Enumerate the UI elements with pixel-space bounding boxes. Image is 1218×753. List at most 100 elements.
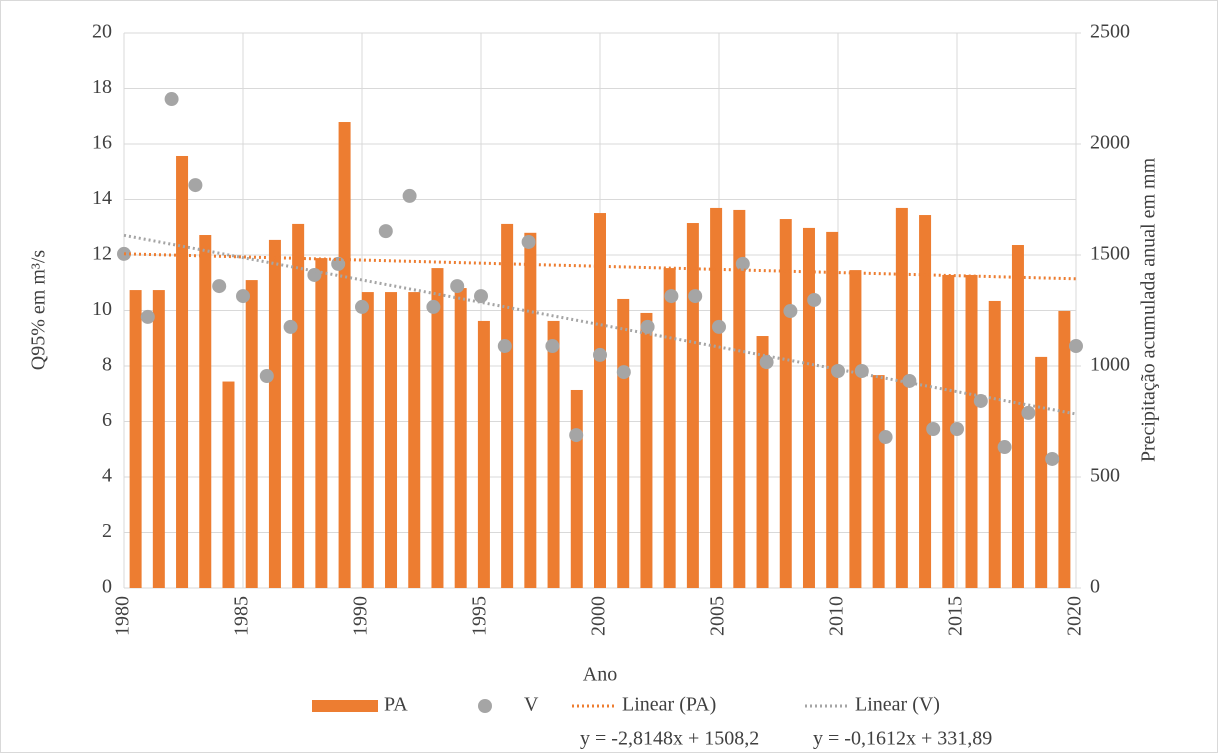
- bar: [663, 268, 676, 588]
- bar: [129, 290, 142, 588]
- point: [378, 224, 393, 239]
- y2-tick-label: 0: [1090, 576, 1100, 598]
- point: [712, 319, 726, 334]
- bar: [245, 280, 258, 588]
- point: [640, 319, 655, 334]
- point: [283, 319, 298, 334]
- trend-equation: y = -0,1612x + 331,89: [813, 728, 992, 750]
- bar: [872, 375, 885, 588]
- point: [402, 188, 417, 203]
- point: [474, 289, 488, 304]
- x-tick-label: 1995: [469, 596, 491, 636]
- point: [664, 289, 679, 304]
- bar: [501, 223, 514, 589]
- point: [164, 92, 179, 107]
- y2-tick-label: 1000: [1090, 354, 1130, 376]
- point: [521, 234, 536, 249]
- y-tick-label: 12: [92, 243, 112, 265]
- x-tick-label: 2000: [588, 596, 610, 636]
- bar: [408, 292, 421, 588]
- point: [188, 178, 203, 193]
- point: [426, 299, 441, 314]
- bar: [547, 320, 560, 588]
- bar: [919, 215, 932, 589]
- bar: [965, 274, 978, 588]
- bar: [640, 312, 653, 588]
- bar: [988, 300, 1001, 588]
- x-axis-title: Ano: [583, 664, 617, 686]
- point: [593, 347, 607, 362]
- bar: [849, 270, 862, 588]
- x-tick-label: 2020: [1064, 596, 1086, 636]
- point: [569, 428, 584, 443]
- bar: [617, 298, 630, 588]
- bar: [477, 320, 490, 588]
- x-tick-label: 1985: [231, 596, 253, 636]
- legend-label: Linear (PA): [622, 694, 716, 716]
- point: [688, 289, 703, 304]
- point: [616, 365, 631, 380]
- bar: [431, 268, 444, 588]
- x-tick-label: 2010: [826, 596, 848, 636]
- point: [259, 368, 274, 383]
- point: [926, 421, 941, 436]
- y-tick-label: 2: [102, 520, 112, 542]
- bar: [315, 258, 328, 588]
- bar: [756, 336, 769, 588]
- legend-label: V: [524, 694, 539, 716]
- y2-axis-title: Precipitação acumulada anual em mm: [1138, 157, 1160, 462]
- point: [497, 339, 512, 354]
- point: [950, 421, 964, 436]
- bar: [802, 227, 815, 588]
- legend-label: Linear (V): [855, 694, 940, 716]
- bar: [895, 207, 908, 588]
- y2-tick-label: 2000: [1090, 132, 1130, 154]
- bar: [292, 223, 305, 589]
- bar: [524, 232, 537, 589]
- bar: [385, 292, 398, 588]
- point: [355, 299, 369, 314]
- point: [307, 267, 322, 282]
- bar: [594, 213, 606, 589]
- point: [735, 256, 750, 271]
- point: [545, 339, 560, 354]
- y2-tick-label: 500: [1090, 465, 1120, 487]
- point: [1021, 405, 1036, 420]
- bar: [222, 381, 235, 588]
- y-tick-label: 10: [92, 298, 112, 320]
- bar: [454, 288, 467, 588]
- point: [450, 279, 465, 294]
- point: [212, 279, 227, 294]
- point: [1069, 339, 1083, 354]
- y2-tick-label: 2500: [1090, 21, 1130, 43]
- bar: [152, 290, 165, 588]
- x-tick-label: 1990: [350, 596, 372, 636]
- point: [236, 289, 250, 304]
- legend-label: PA: [384, 694, 408, 716]
- y-tick-label: 4: [102, 465, 112, 487]
- trend-line: [123, 252, 1077, 281]
- point: [783, 304, 798, 319]
- point: [140, 309, 155, 324]
- bar: [686, 223, 699, 589]
- x-tick-label: 1980: [112, 596, 134, 636]
- point: [878, 430, 893, 445]
- point: [902, 373, 917, 388]
- bar: [942, 274, 955, 588]
- point: [854, 363, 869, 378]
- bar: [361, 292, 374, 588]
- bar: [176, 155, 189, 588]
- y-tick-label: 16: [92, 132, 112, 154]
- trend-equation: y = -2,8148x + 1508,2: [580, 728, 759, 750]
- point: [1045, 451, 1060, 466]
- trend-line: [123, 233, 1077, 416]
- y-axis-title: Q95% em m³/s: [28, 250, 50, 371]
- bar: [268, 239, 281, 589]
- bar: [710, 207, 723, 588]
- bar: [199, 235, 212, 588]
- bar: [338, 122, 351, 588]
- y-tick-label: 8: [102, 354, 112, 376]
- y-tick-label: 6: [102, 409, 112, 431]
- point: [997, 440, 1012, 455]
